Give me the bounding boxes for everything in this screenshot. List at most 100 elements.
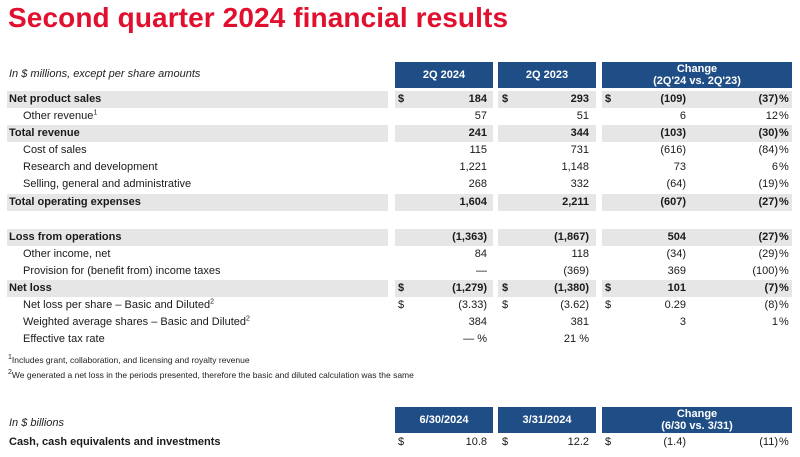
- row-shading: [602, 280, 792, 297]
- change-percent: (37): [758, 93, 778, 105]
- change-value: (34): [666, 248, 686, 260]
- row-label: Total revenue: [9, 125, 80, 142]
- row-label: Research and development: [23, 159, 158, 176]
- footnote-mark: 1: [93, 109, 98, 117]
- row-label: Provision for (benefit from) income taxe…: [23, 263, 220, 280]
- row-shading: [395, 91, 493, 108]
- income-row: Total revenue 241 344 (103) (30)%: [0, 125, 800, 142]
- row-shading: [395, 280, 493, 297]
- row-shading: [602, 229, 792, 246]
- income-row: Provision for (benefit from) income taxe…: [0, 263, 800, 280]
- percent-sign: %: [779, 282, 789, 294]
- percent-sign: %: [779, 178, 789, 190]
- percent-sign: %: [779, 110, 789, 122]
- change-percent: 12: [765, 110, 778, 122]
- row-label: Weighted average shares – Basic and Dilu…: [23, 314, 250, 331]
- row-label-text: Total revenue: [9, 127, 80, 139]
- income-row: Cost of sales 115 731 (616) (84)%: [0, 142, 800, 159]
- row-shading: [7, 91, 388, 108]
- row-label: Cash, cash equivalents and investments: [9, 436, 221, 448]
- col2-value: 1,148: [561, 161, 589, 173]
- row-label-text: Net loss per share – Basic and Diluted: [23, 299, 211, 311]
- row-label-text: Net loss: [9, 282, 52, 294]
- percent-sign: %: [779, 436, 789, 448]
- income-row: Research and development 1,221 1,148 73 6%: [0, 159, 800, 176]
- row-shading: [498, 280, 596, 297]
- change-percent: (100): [752, 265, 778, 277]
- balance-change-header: Change (6/30 vs. 3/31): [602, 407, 792, 433]
- row-shading: [498, 229, 596, 246]
- income-col1-header: 2Q 2024: [395, 62, 493, 88]
- col1-value: 241: [468, 127, 487, 139]
- change-percent: (29): [758, 248, 778, 260]
- change-value: (607): [660, 196, 686, 208]
- col2-dollar: $: [502, 282, 509, 294]
- row-shading: [395, 125, 493, 142]
- row-label: Total operating expenses: [9, 194, 141, 211]
- col2-value: 731: [570, 144, 589, 156]
- change-value: 101: [667, 282, 686, 294]
- col2-value: 344: [570, 127, 589, 139]
- income-row: Net loss per share – Basic and Diluted2 $…: [0, 297, 800, 314]
- income-row: Weighted average shares – Basic and Dilu…: [0, 314, 800, 331]
- percent-sign: %: [779, 265, 789, 277]
- row-label: Selling, general and administrative: [23, 176, 191, 193]
- change-percent: 6: [771, 161, 778, 173]
- income-units-label: In $ millions, except per share amounts: [9, 68, 201, 80]
- col2-value: (1,867): [554, 231, 589, 243]
- percent-sign: %: [779, 144, 789, 156]
- change-percent: (11): [759, 436, 778, 448]
- col1-dollar: $: [398, 282, 405, 294]
- change-dollar: $: [605, 436, 612, 448]
- col2-value: (3.62): [560, 299, 589, 311]
- row-shading: [498, 91, 596, 108]
- income-change-header: Change (2Q'24 vs. 2Q'23): [602, 62, 792, 88]
- row-shading: [7, 125, 388, 142]
- change-value: (109): [660, 93, 686, 105]
- row-label: Cost of sales: [23, 142, 87, 159]
- row-label: Other revenue1: [23, 108, 97, 125]
- row-label: Net loss per share – Basic and Diluted2: [23, 297, 214, 314]
- change-percent: (8): [764, 299, 778, 311]
- income-row: Other income, net 84 118 (34) (29)%: [0, 246, 800, 263]
- row-label-text: Loss from operations: [9, 231, 122, 243]
- row-shading: [602, 125, 792, 142]
- col2-value: (369): [563, 265, 589, 277]
- col2-value: 21 %: [563, 333, 589, 345]
- col1-value: 184: [468, 93, 487, 105]
- col1-value: (1,363): [452, 231, 487, 243]
- row-label-text: Weighted average shares – Basic and Dilu…: [23, 316, 246, 328]
- col1-value: 1,221: [459, 161, 487, 173]
- col1-value: (1,279): [452, 282, 487, 294]
- change-dollar: $: [605, 93, 612, 105]
- row-label-text: Other revenue: [23, 110, 94, 122]
- row-shading: [498, 194, 596, 211]
- row-label-text: Cost of sales: [23, 144, 87, 156]
- income-row: Selling, general and administrative 268 33…: [0, 176, 800, 193]
- change-percent: (27): [758, 196, 778, 208]
- col2-value: 118: [571, 248, 589, 260]
- footnote-1: 1Includes grant, collaboration, and lice…: [8, 354, 250, 365]
- footnote-mark: 2: [210, 298, 215, 306]
- footnote-2: 2We generated a net loss in the periods …: [8, 369, 414, 380]
- change-value: 504: [667, 231, 686, 243]
- change-value: 369: [667, 265, 686, 277]
- row-label: Net product sales: [9, 91, 101, 108]
- row-label-text: Other income, net: [23, 248, 111, 260]
- change-value: 0.29: [664, 299, 686, 311]
- percent-sign: %: [779, 316, 789, 328]
- col1-value: 57: [474, 110, 487, 122]
- percent-sign: %: [779, 127, 789, 139]
- row-label-text: Net product sales: [9, 93, 102, 105]
- percent-sign: %: [779, 196, 789, 208]
- change-percent: (30): [758, 127, 778, 139]
- col1-dollar: $: [398, 93, 405, 105]
- col1-value: 115: [469, 144, 487, 156]
- change-percent: (84): [758, 144, 778, 156]
- row-label-text: Selling, general and administrative: [23, 178, 192, 190]
- change-percent: (19): [758, 178, 778, 190]
- row-label-text: Research and development: [23, 161, 158, 173]
- balance-row: Cash, cash equivalents and investments $…: [0, 434, 800, 451]
- row-shading: [395, 229, 493, 246]
- row-label: Effective tax rate: [23, 331, 105, 348]
